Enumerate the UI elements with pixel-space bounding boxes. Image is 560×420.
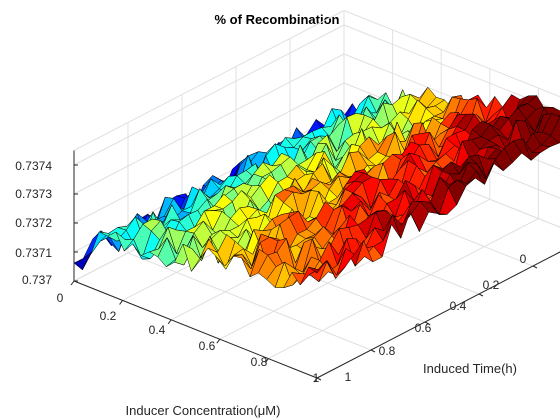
z-tick-1: 0.7371 xyxy=(15,246,52,260)
y-axis-label: Induced Time(h) xyxy=(423,361,517,376)
x-tick-5: 1 xyxy=(313,371,320,385)
grid-line xyxy=(127,252,372,351)
grid-line xyxy=(73,24,345,166)
chart-title: % of Recombination xyxy=(215,12,340,27)
y-tick-mark xyxy=(478,293,484,297)
y-tick-mark xyxy=(370,349,376,353)
x-tick-mark xyxy=(70,280,75,286)
x-tick-mark xyxy=(216,338,221,344)
grid-line xyxy=(73,82,345,224)
x-tick-4: 0.8 xyxy=(251,355,268,369)
z-tick-0: 0.737 xyxy=(22,273,52,287)
grid-line xyxy=(268,218,539,360)
grid-line xyxy=(73,10,345,151)
grid-line xyxy=(73,53,345,195)
y-tick-5: 1 xyxy=(345,370,352,384)
z-tick-4: 0.7374 xyxy=(15,159,52,173)
x-tick-mark xyxy=(313,377,318,383)
y-tick-mark xyxy=(424,321,430,325)
y-tick-0: 0 xyxy=(520,252,527,266)
x-tick-1: 0.2 xyxy=(100,309,117,323)
y-tick-4: 0.8 xyxy=(379,344,396,358)
x-axis-label: Inducer Concentration(μM) xyxy=(126,403,281,418)
y-tick-3: 0.6 xyxy=(415,321,432,335)
y-axis-line xyxy=(316,251,560,379)
y-tick-1: 0.2 xyxy=(483,278,500,292)
z-tick-3: 0.7373 xyxy=(15,187,52,201)
y-tick-2: 0.4 xyxy=(450,299,467,313)
surface-patch xyxy=(308,260,327,274)
x-tick-3: 0.6 xyxy=(199,339,216,353)
z-tick-2: 0.7372 xyxy=(15,216,52,230)
y-tick-mark xyxy=(532,265,538,269)
x-tick-2: 0.4 xyxy=(149,323,166,337)
grid-line xyxy=(343,24,560,112)
y-tick-mark xyxy=(316,377,322,381)
surface-patch xyxy=(73,251,92,271)
grid-line xyxy=(219,198,491,340)
x-tick-0: 0 xyxy=(57,291,64,305)
surface-mesh xyxy=(73,86,560,289)
x-tick-mark xyxy=(264,358,269,363)
x-axis-line xyxy=(73,280,318,379)
x-tick-mark xyxy=(119,300,123,305)
grid-line xyxy=(343,10,560,98)
x-tick-mark xyxy=(167,319,172,325)
axis-ticks xyxy=(70,150,560,383)
